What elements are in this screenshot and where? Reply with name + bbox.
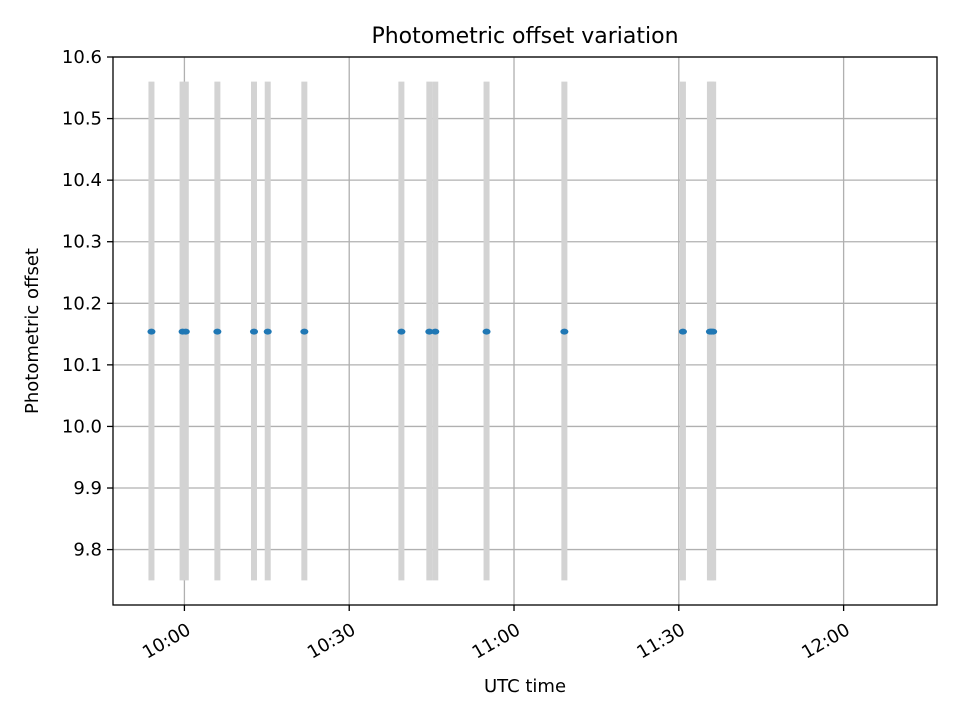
data-point [709,328,718,335]
grid-layer [113,56,937,605]
y-tick-label: 9.8 [73,540,102,561]
y-tick-label: 10.2 [62,293,102,314]
y-tick-label: 9.9 [73,478,102,499]
data-point [678,328,687,335]
data-point [560,328,569,335]
data-point [181,328,190,335]
y-tick-label: 10.4 [62,170,102,191]
data-point [397,328,406,335]
y-tick-label: 10.6 [62,47,102,68]
data-point [300,328,309,335]
data-point [147,328,156,335]
y-tick-label: 10.5 [62,109,102,130]
data-point [213,328,222,335]
y-tick-label: 10.1 [62,355,102,376]
data-point [482,328,491,335]
y-tick-label: 10.0 [62,416,102,437]
y-axis-label: Photometric offset [22,248,43,414]
data-point-layer [147,328,718,335]
x-tick-label: 12:00 [798,619,853,663]
y-tick-label: 10.3 [62,232,102,253]
data-point [431,328,440,335]
data-point [249,328,258,335]
x-tick-label: 11:30 [633,619,688,663]
chart-title: Photometric offset variation [371,24,678,49]
x-tick-label: 11:00 [469,619,524,663]
data-point [425,328,434,335]
data-point [263,328,272,335]
plot-frame [112,56,938,606]
x-tick-label: 10:30 [304,619,359,663]
x-axis-label: UTC time [484,676,566,697]
x-tick-label: 10:00 [139,619,194,663]
